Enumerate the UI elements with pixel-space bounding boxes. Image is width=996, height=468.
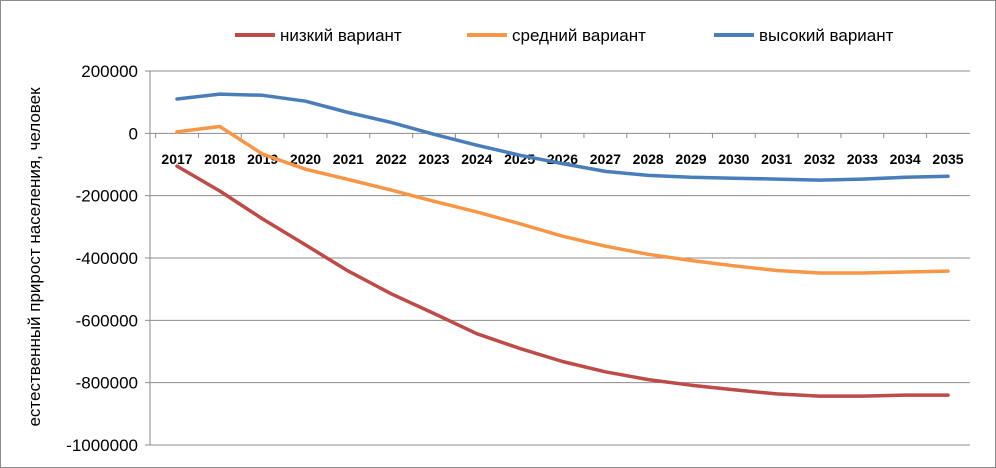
legend-label: средний вариант [512,26,646,45]
y-tick-label: -600000 [76,311,138,330]
y-tick-label: -1000000 [66,436,138,455]
series-line [175,92,950,182]
x-axis-ticks: 2017 2018 2019 2020 2021 2022 2023 2024 2025 2026… [161,151,963,167]
legend: низкий вариант средний вариант высокий вар… [235,26,894,45]
legend-label: низкий вариант [280,26,402,45]
x-tick-label: 2029 [675,151,706,167]
x-tick-label: 2035 [932,151,963,167]
x-tick-label: 2034 [890,151,921,167]
legend-label: высокий вариант [759,26,894,45]
y-tick-label: 200000 [81,62,138,81]
series-line [175,124,950,275]
x-tick-label: 2022 [376,151,407,167]
x-tick-label: 2018 [204,151,235,167]
x-tick-label: 2027 [590,151,621,167]
y-axis-title: естественный прирост населения, человек [25,87,44,427]
x-tick-label: 2020 [290,151,321,167]
series-lines [175,92,950,398]
x-tick-label: 2017 [161,151,192,167]
x-tick-label: 2032 [804,151,835,167]
x-tick-label: 2030 [718,151,749,167]
series-line [175,164,950,398]
y-tick-label: -200000 [76,187,138,206]
x-tick-label: 2023 [418,151,449,167]
y-tick-label: -400000 [76,249,138,268]
x-tick-label: 2033 [847,151,878,167]
x-tick-label: 2031 [761,151,792,167]
y-tick-label: 0 [129,124,138,143]
x-tick-label: 2019 [247,151,278,167]
x-tick-label: 2028 [633,151,664,167]
y-axis-ticks: 200000 0 -200000 -400000 -600000 -800000 -1000… [66,62,138,455]
x-tick-label: 2021 [333,151,364,167]
y-tick-label: -800000 [76,374,138,393]
x-tick-label: 2024 [461,151,492,167]
gridlines [145,70,970,446]
